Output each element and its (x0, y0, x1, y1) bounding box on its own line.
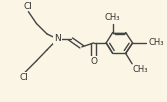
Text: O: O (90, 57, 97, 66)
Text: CH₃: CH₃ (149, 38, 164, 47)
Text: N: N (54, 34, 61, 43)
Text: Cl: Cl (24, 2, 33, 11)
Text: CH₃: CH₃ (133, 65, 148, 74)
Text: Cl: Cl (20, 73, 29, 82)
Text: CH₃: CH₃ (105, 13, 120, 22)
